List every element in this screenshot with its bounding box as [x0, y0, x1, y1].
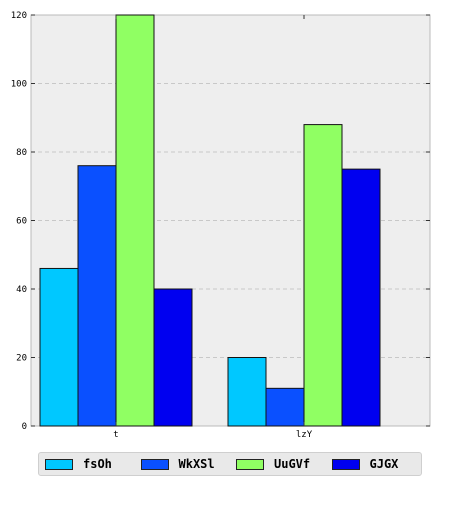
- legend-swatch: [45, 458, 73, 470]
- bar-UuGVf-lzY: [303, 124, 343, 427]
- legend-label: GJGX: [369, 457, 399, 471]
- bar-GJGX-lzY: [341, 168, 381, 427]
- bar-fsOh-lzY: [227, 357, 267, 427]
- legend-item: fsOh: [39, 457, 135, 471]
- legend-item: WkXSl: [135, 457, 231, 471]
- bar-WkXSl-lzY: [265, 387, 305, 427]
- legend-item: UuGVf: [230, 457, 326, 471]
- legend-item: GJGX: [326, 457, 422, 471]
- y-tick-label: 80: [16, 148, 27, 158]
- x-tick-label: lzY: [296, 430, 313, 440]
- y-tick-label: 100: [11, 80, 27, 90]
- legend-label: WkXSl: [178, 457, 215, 471]
- y-tick-label: 120: [11, 11, 27, 21]
- bars: [39, 14, 381, 427]
- x-axis: t lzY: [113, 15, 313, 440]
- x-tick-label: t: [113, 430, 118, 440]
- bar-UuGVf-t: [115, 14, 155, 427]
- legend-label: fsOh: [83, 457, 112, 471]
- y-tick-label: 0: [22, 422, 27, 432]
- y-tick-label: 40: [16, 285, 27, 295]
- legend-swatch: [140, 458, 169, 470]
- y-axis: 0 20 40 60 80 100 120: [11, 11, 430, 432]
- y-tick-label: 20: [16, 354, 27, 364]
- bar-WkXSl-t: [77, 165, 117, 427]
- legend-label: UuGVf: [274, 457, 311, 471]
- bar-fsOh-t: [39, 267, 79, 427]
- legend-swatch: [236, 458, 264, 470]
- legend: fsOh WkXSl UuGVf GJGX: [38, 452, 422, 476]
- bar-GJGX-t: [153, 288, 193, 427]
- y-tick-label: 60: [16, 217, 27, 227]
- legend-swatch: [331, 458, 360, 470]
